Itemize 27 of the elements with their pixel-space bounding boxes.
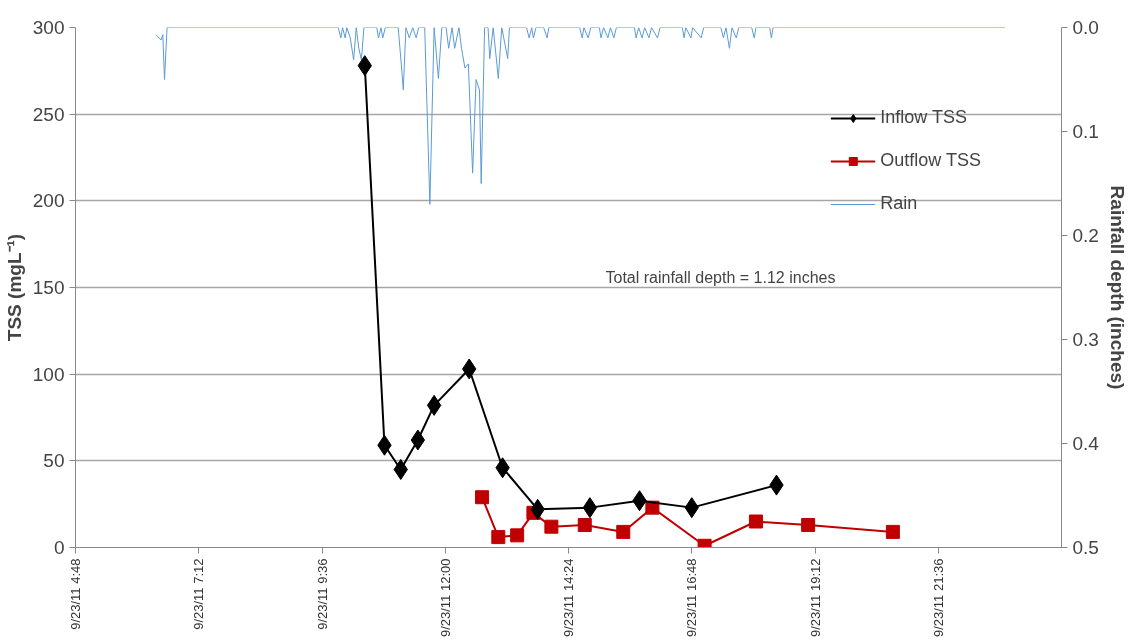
x-tick-label: 9/23/11 7:12 xyxy=(191,558,207,630)
y2-tick-label: 0.1 xyxy=(1072,121,1099,142)
y-tick-label: 100 xyxy=(32,363,65,385)
y2-axis-title: Rainfall depth (inches) xyxy=(1106,185,1128,390)
y-tick-label: 0 xyxy=(53,537,65,558)
y-axis-title: TSS (mgL⁻¹) xyxy=(3,233,25,342)
y2-tick-label: 0.5 xyxy=(1072,537,1099,558)
legend-label: Inflow TSS xyxy=(880,107,967,128)
x-tick-label: 9/23/11 21:36 xyxy=(930,558,946,638)
annotation: Total rainfall depth = 1.12 inches xyxy=(605,268,836,286)
y2-tick-label: 0.4 xyxy=(1072,433,1100,454)
x-tick-label: 9/23/11 4:48 xyxy=(68,558,83,630)
legend-label: Outflow TSS xyxy=(880,150,981,171)
y-tick-label: 150 xyxy=(32,277,65,298)
x-tick-label: 9/23/11 14:24 xyxy=(561,558,576,638)
x-tick-label: 9/23/11 19:12 xyxy=(807,558,823,638)
y2-tick-label: 0.3 xyxy=(1072,329,1099,350)
x-tick-label: 9/23/11 12:00 xyxy=(437,558,453,638)
legend-label: Rain xyxy=(880,193,918,214)
y2-tick-label: 0.0 xyxy=(1072,17,1099,38)
y-tick-label: 50 xyxy=(43,450,65,472)
x-tick-label: 9/23/11 9:36 xyxy=(314,558,330,630)
y-tick-label: 300 xyxy=(32,17,65,38)
y-tick-label: 200 xyxy=(32,190,65,212)
y-tick-label: 250 xyxy=(32,103,65,125)
y2-tick-label: 0.2 xyxy=(1072,225,1099,246)
x-tick-label: 9/23/11 16:48 xyxy=(684,558,700,638)
